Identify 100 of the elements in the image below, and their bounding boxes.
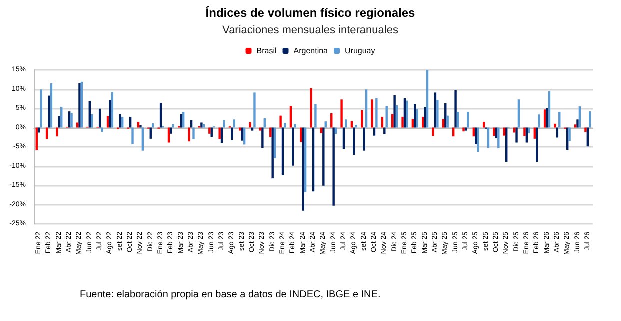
bar — [350, 121, 354, 128]
bar — [361, 110, 364, 128]
bar — [56, 128, 58, 137]
bar — [272, 128, 274, 179]
bar — [556, 128, 559, 138]
bar — [506, 128, 508, 162]
bar — [121, 116, 124, 128]
bar — [152, 124, 154, 128]
bar — [91, 114, 94, 128]
legend-label: Uruguay — [345, 46, 376, 56]
bar — [524, 128, 526, 136]
bar — [314, 104, 317, 128]
bar — [302, 128, 304, 211]
bar — [254, 92, 256, 128]
bar — [386, 106, 388, 128]
bar — [218, 128, 221, 140]
bar — [142, 128, 144, 151]
bar — [436, 100, 439, 128]
bar — [300, 128, 302, 142]
bar — [239, 128, 242, 131]
bar — [536, 128, 538, 162]
bar — [355, 125, 358, 128]
bar — [233, 120, 236, 128]
bar — [168, 128, 170, 143]
legend-label: Argentina — [294, 46, 329, 56]
bar — [404, 98, 406, 128]
bar — [58, 116, 61, 128]
bar — [353, 128, 356, 156]
legend-label: Brasil — [256, 46, 277, 56]
bar — [137, 122, 140, 128]
bar — [101, 128, 104, 132]
bar — [274, 128, 276, 159]
bar — [342, 128, 346, 150]
bar — [345, 120, 348, 128]
bar — [584, 128, 587, 132]
bar — [264, 118, 266, 128]
bar — [544, 110, 546, 128]
bar — [208, 128, 211, 134]
bar — [396, 105, 398, 128]
bar — [482, 122, 486, 128]
bar — [231, 128, 234, 140]
bar — [78, 83, 81, 128]
bar — [568, 128, 571, 142]
bar — [182, 112, 185, 128]
bar — [160, 103, 162, 128]
bar — [554, 124, 556, 128]
bar — [446, 116, 449, 128]
bar — [402, 116, 404, 128]
bar — [498, 128, 500, 149]
bar — [424, 107, 426, 128]
bar — [76, 122, 79, 128]
bar — [526, 128, 528, 143]
bar — [310, 88, 312, 128]
bar — [454, 90, 457, 128]
bar — [249, 122, 252, 128]
bar — [340, 100, 343, 128]
bar — [414, 104, 416, 128]
bar — [60, 106, 63, 128]
bar — [88, 101, 91, 128]
bar — [241, 128, 244, 141]
bar — [324, 122, 327, 128]
bar — [172, 124, 175, 128]
bar — [40, 90, 42, 128]
bar — [534, 128, 536, 139]
bar — [192, 128, 195, 140]
bar — [426, 70, 429, 128]
chart-subtitle: Variaciones mensuales interanuales — [222, 24, 399, 36]
bar — [416, 109, 418, 128]
bar — [180, 114, 182, 128]
bar — [68, 112, 71, 128]
bar — [292, 128, 294, 166]
bar — [548, 92, 551, 128]
bar — [538, 114, 540, 128]
bar — [384, 128, 386, 134]
bar — [188, 128, 190, 142]
bar — [80, 82, 84, 128]
bar — [558, 112, 561, 128]
bar — [381, 116, 384, 128]
bar — [493, 128, 496, 136]
bar — [334, 128, 338, 134]
bar — [365, 90, 368, 128]
bar — [392, 114, 394, 128]
bar — [132, 128, 134, 144]
bar — [50, 83, 53, 128]
bar — [109, 100, 112, 128]
bar — [294, 124, 296, 128]
bar — [589, 112, 592, 128]
bar — [106, 116, 110, 128]
bar — [190, 120, 193, 128]
bar — [422, 116, 424, 128]
bar — [304, 128, 307, 192]
bar — [516, 128, 518, 143]
bar — [475, 128, 478, 144]
bar — [444, 103, 447, 128]
bar — [150, 128, 152, 139]
bar — [202, 124, 206, 128]
bar — [38, 128, 40, 133]
chart-title: Índices de volumen físico regionales — [206, 6, 416, 20]
bar — [477, 128, 480, 152]
bar — [262, 128, 264, 148]
